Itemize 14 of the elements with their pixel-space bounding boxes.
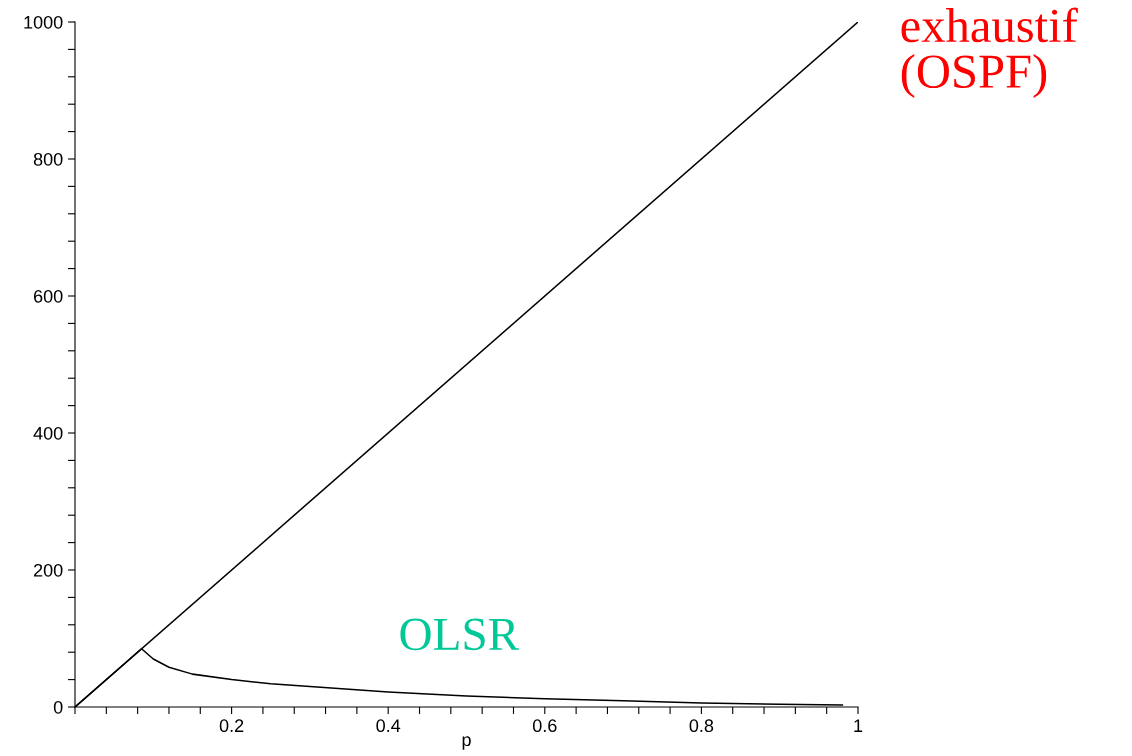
x-tick-label: 0.4 — [376, 719, 401, 733]
y-tick-label: 600 — [33, 289, 63, 303]
y-tick-label: 200 — [33, 563, 63, 577]
x-tick-label: 0.2 — [219, 719, 244, 733]
y-tick-label: 800 — [33, 152, 63, 166]
x-tick-label: 0.8 — [689, 719, 714, 733]
y-tick-label: 1000 — [24, 15, 63, 29]
x-axis-title: p — [462, 736, 471, 750]
x-tick-label: 1 — [854, 719, 863, 732]
series-label: exhaustif (OSPF) — [901, 7, 1078, 98]
y-tick-label: 400 — [33, 426, 63, 440]
y-tick-label: 0 — [53, 700, 63, 714]
series-label: OLSR — [400, 618, 520, 651]
x-tick-label: 0.6 — [532, 719, 557, 733]
